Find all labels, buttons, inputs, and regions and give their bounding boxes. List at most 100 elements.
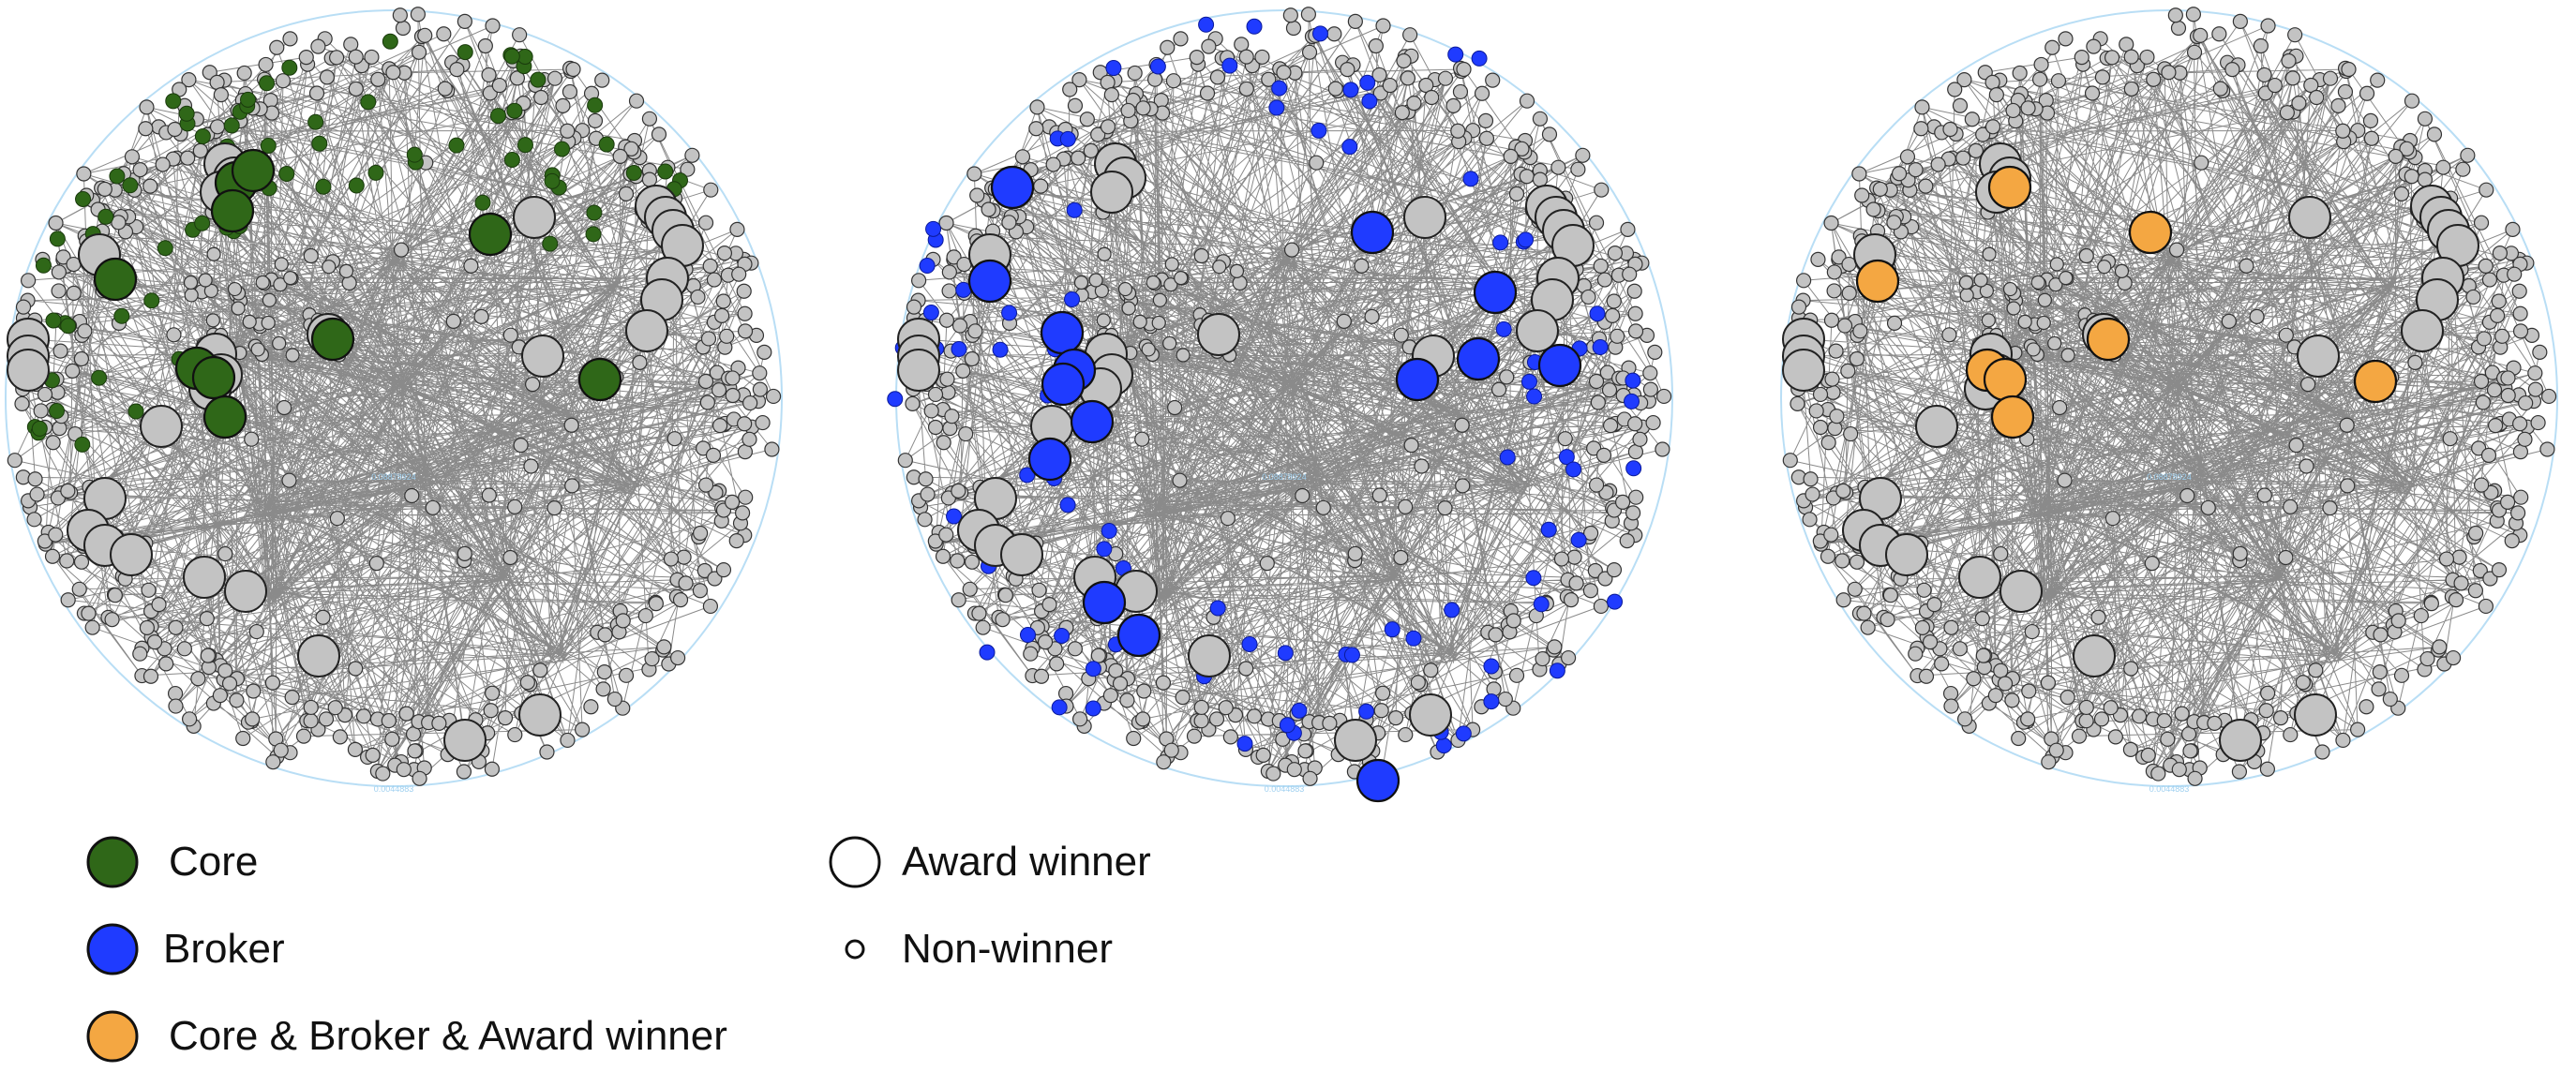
node bbox=[1156, 754, 1172, 770]
award-winner-node bbox=[1915, 405, 1958, 448]
node bbox=[1843, 425, 1859, 442]
node bbox=[1193, 713, 1209, 729]
node bbox=[1570, 161, 1586, 177]
node bbox=[737, 416, 753, 432]
node bbox=[2438, 551, 2455, 567]
node bbox=[395, 20, 412, 37]
node bbox=[27, 471, 43, 487]
broker-node bbox=[1054, 627, 1071, 644]
core-node bbox=[586, 204, 603, 221]
node bbox=[1474, 85, 1490, 101]
broker-network: 0.08878924 0.0044883 bbox=[887, 7, 1673, 803]
node bbox=[2224, 62, 2240, 78]
award-winner-node bbox=[7, 349, 50, 392]
node bbox=[2465, 289, 2481, 305]
broker-node bbox=[1499, 449, 1516, 466]
node bbox=[1146, 275, 1161, 290]
node bbox=[1266, 766, 1281, 782]
node bbox=[1541, 127, 1558, 142]
award-winner-node bbox=[1403, 196, 1446, 239]
award-winner-node bbox=[183, 556, 226, 599]
node bbox=[680, 161, 696, 177]
node bbox=[33, 403, 49, 419]
node bbox=[1079, 112, 1095, 127]
award-winner-node bbox=[1000, 533, 1043, 576]
node bbox=[1836, 318, 1853, 334]
node bbox=[1958, 275, 1974, 290]
node bbox=[2170, 20, 2187, 37]
broker-award-winner-node bbox=[1355, 758, 1400, 803]
node bbox=[385, 65, 401, 81]
award-winner-node bbox=[625, 309, 668, 352]
node bbox=[1163, 277, 1178, 292]
node bbox=[2283, 499, 2299, 514]
core-node bbox=[223, 117, 240, 134]
node bbox=[917, 512, 933, 528]
node bbox=[2504, 532, 2520, 549]
node bbox=[15, 299, 32, 315]
scale-label: 0.08878924 bbox=[2147, 472, 2192, 482]
node bbox=[995, 612, 1011, 628]
core-node bbox=[278, 165, 295, 182]
broker-node bbox=[1471, 50, 1488, 67]
node bbox=[2026, 342, 2041, 357]
award-winner-node bbox=[897, 349, 940, 392]
node bbox=[1588, 215, 1605, 231]
node bbox=[76, 166, 92, 182]
node bbox=[1796, 273, 1812, 289]
broker-node bbox=[922, 304, 939, 320]
node bbox=[327, 700, 343, 716]
node bbox=[190, 671, 206, 687]
node bbox=[2074, 49, 2089, 66]
node bbox=[1162, 335, 1177, 351]
node bbox=[715, 562, 732, 578]
node bbox=[2021, 683, 2037, 699]
node bbox=[1587, 562, 1603, 579]
node bbox=[2468, 525, 2484, 542]
node bbox=[1582, 583, 1599, 599]
broker-node bbox=[1279, 717, 1295, 734]
scale-label: 0.0044883 bbox=[2149, 784, 2190, 794]
node bbox=[2024, 623, 2040, 640]
node bbox=[269, 39, 285, 55]
node bbox=[1803, 471, 1819, 487]
node bbox=[168, 698, 184, 714]
award-winner-node bbox=[2294, 693, 2337, 737]
node bbox=[1790, 299, 1807, 315]
node bbox=[338, 263, 354, 278]
award-winner-node bbox=[1885, 533, 1928, 576]
node bbox=[1220, 511, 1236, 527]
node bbox=[1606, 562, 1623, 578]
broker-node bbox=[1101, 523, 1117, 540]
node bbox=[2097, 260, 2112, 275]
node bbox=[1254, 49, 1270, 66]
node bbox=[436, 26, 452, 42]
node bbox=[2505, 221, 2521, 237]
node bbox=[365, 747, 381, 763]
node bbox=[2156, 712, 2172, 729]
node bbox=[565, 61, 581, 78]
node bbox=[1880, 612, 1895, 628]
node bbox=[905, 395, 921, 411]
scale-label: 0.08878924 bbox=[371, 472, 416, 482]
legend-item-non-winner: Non-winner bbox=[829, 916, 1113, 982]
node bbox=[1014, 149, 1031, 165]
core-node bbox=[503, 151, 520, 168]
node bbox=[348, 49, 364, 65]
node bbox=[1398, 499, 1414, 514]
node bbox=[1519, 93, 1535, 109]
node bbox=[1557, 431, 1573, 447]
node bbox=[1941, 327, 1957, 343]
node bbox=[1849, 554, 1865, 570]
node bbox=[539, 744, 555, 760]
node bbox=[519, 675, 535, 691]
node bbox=[348, 661, 364, 677]
node bbox=[583, 699, 599, 715]
broker-node bbox=[1625, 372, 1641, 389]
node bbox=[107, 588, 123, 603]
core-node bbox=[74, 436, 91, 453]
node bbox=[158, 656, 174, 672]
node bbox=[737, 305, 753, 321]
node bbox=[2335, 732, 2351, 749]
broker-node bbox=[1558, 449, 1575, 466]
